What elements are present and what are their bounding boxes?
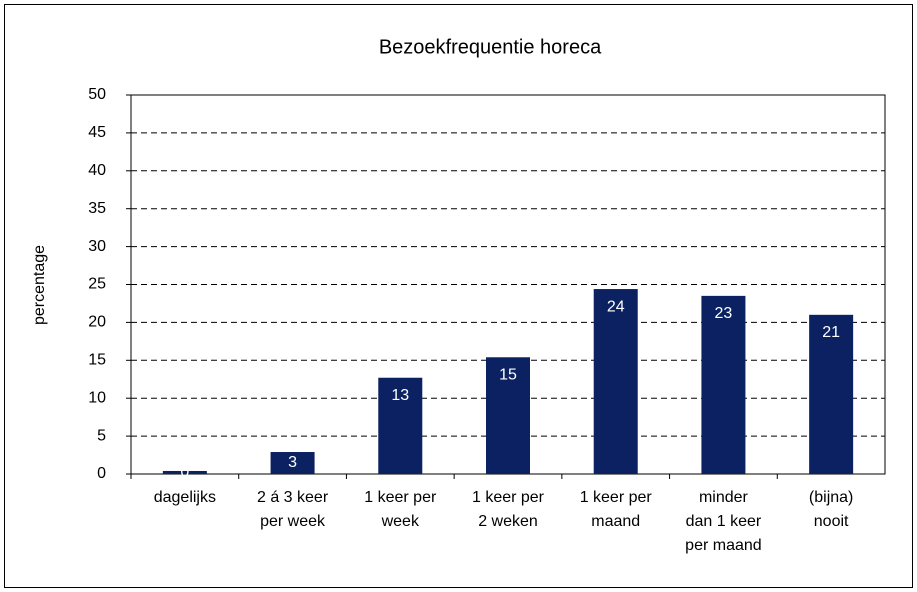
y-tick-label: 40: [88, 162, 106, 179]
x-tick-label: 2 á 3 keer per week: [257, 489, 329, 530]
y-tick-label: 15: [88, 352, 106, 369]
value-label: 3: [288, 454, 297, 471]
x-tick-label: 1 keer per maand: [580, 489, 653, 530]
value-label: 23: [715, 305, 733, 322]
chart-frame: [4, 4, 913, 588]
x-tick-label: dagelijks: [154, 489, 216, 506]
bar: [593, 289, 638, 474]
y-tick-label: 50: [88, 86, 106, 103]
x-tick-label: (bijna) nooit: [809, 489, 853, 530]
value-label: 24: [607, 298, 625, 315]
chart-title: Bezoekfrequentie horeca: [379, 36, 602, 58]
bar: [486, 357, 530, 474]
x-tick-label: 1 keer per 2 weken: [472, 489, 545, 530]
value-label: 15: [499, 366, 517, 383]
value-label: 0: [180, 464, 189, 481]
bar: [809, 314, 854, 474]
bar: [162, 470, 207, 474]
y-tick-label: 25: [88, 276, 106, 293]
bar: [270, 452, 315, 474]
y-axis-label: percentage: [31, 245, 48, 325]
bar: [701, 295, 746, 474]
y-tick-label: 5: [97, 427, 106, 444]
y-tick-label: 10: [88, 389, 106, 406]
y-tick-label: 30: [88, 238, 106, 255]
value-label: 13: [391, 387, 409, 404]
value-label: 21: [822, 324, 840, 341]
y-tick-label: 35: [88, 200, 106, 217]
bar: [378, 377, 423, 474]
y-tick-label: 45: [88, 124, 106, 141]
x-tick-label: 1 keer per week: [364, 489, 437, 530]
x-tick-label: minder dan 1 keer per maand: [685, 489, 762, 554]
y-tick-label: 20: [88, 314, 106, 331]
y-tick-label: 0: [97, 465, 106, 482]
